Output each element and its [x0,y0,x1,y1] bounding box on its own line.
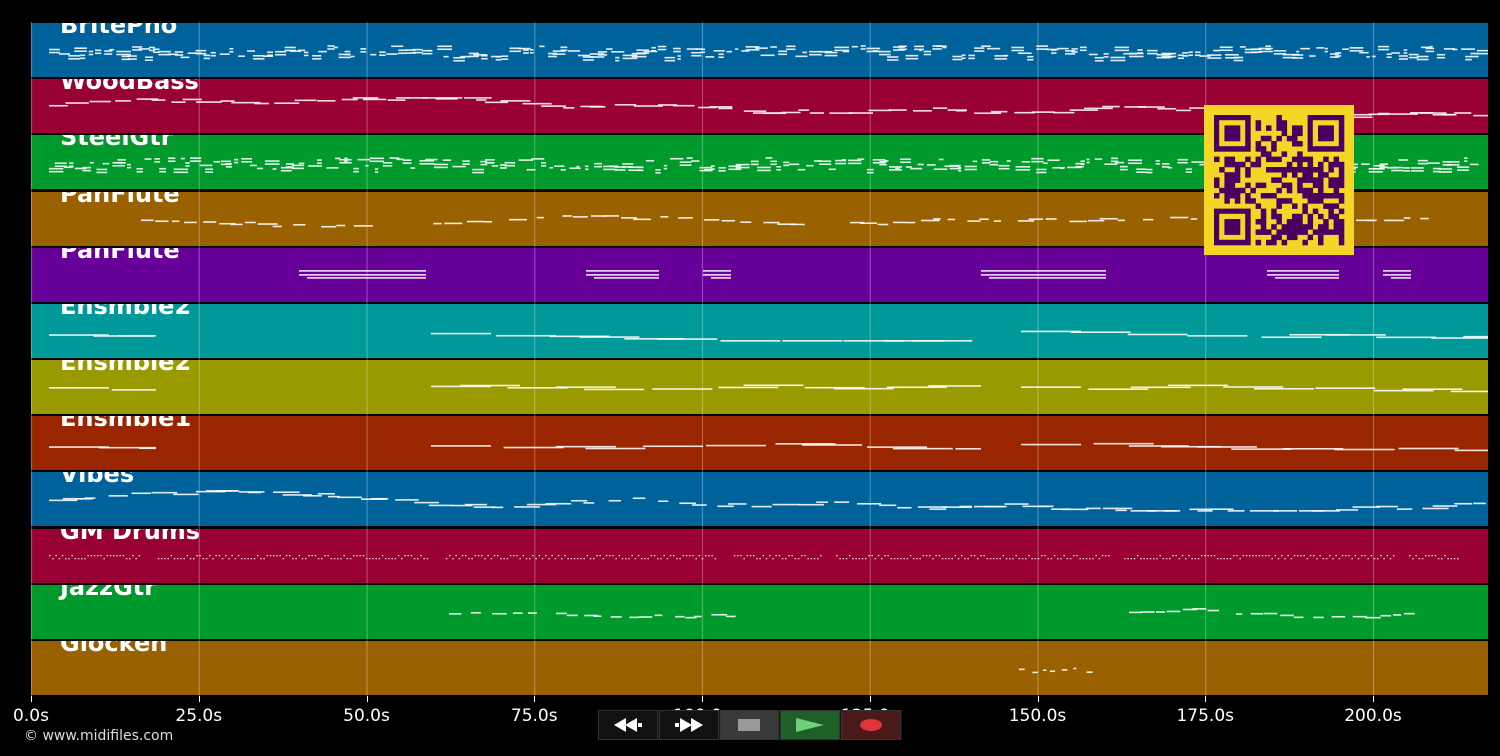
tick-label: 25.0s [175,706,223,726]
tick-label: 50.0s [343,706,390,726]
track-row[interactable]: GM Drums [31,527,1488,584]
play-icon [796,718,825,732]
track-name: Vibes [60,471,135,489]
track-name: Ensmble2 [60,302,192,320]
transport-controls [598,710,902,740]
tick-label: 75.0s [510,706,558,726]
copyright-notice: © www.midifiles.com [24,728,174,744]
tick-mark [1037,696,1039,702]
track-row[interactable]: Vibes [31,471,1488,528]
tick-mark [31,696,32,702]
track-name: Glocken [60,639,168,657]
track-row[interactable]: Ensmble2 [31,302,1488,359]
track-notes [49,97,1488,119]
track-row[interactable]: JazzGtr [31,583,1488,640]
track-row[interactable]: PanFlute [31,246,1488,303]
track-name: Ensmble1 [60,415,192,433]
tick-mark [534,696,536,702]
play-button[interactable] [780,710,841,740]
track-row[interactable]: Ensmble1 [31,415,1488,472]
track-row[interactable]: Ensmble2 [31,359,1488,416]
record-button[interactable] [841,710,901,740]
track-name: BritePno [60,22,178,39]
tick-mark [869,696,871,702]
track-notes [49,554,1459,559]
qr-code [1204,105,1354,255]
track-name: GM Drums [60,527,201,545]
track-notes [49,384,1488,393]
tick-mark [702,696,703,702]
fast-forward-icon [674,718,703,732]
track-name: WoodBass [60,78,199,96]
track-notes [1019,667,1093,674]
track-row[interactable]: Glocken [31,639,1488,696]
tick-label: 150.0s [1008,706,1067,726]
track-notes [49,490,1486,513]
track-notes [49,45,1488,62]
track-notes [299,269,1411,279]
track-notes [449,607,1415,619]
tick-mark [1205,696,1207,702]
tick-label: 175.0s [1176,706,1235,726]
tick-mark [198,696,200,702]
track-name: PanFlute [60,246,180,264]
tick-mark [366,696,368,702]
tick-label: 200.0s [1344,706,1402,726]
stop-button[interactable] [719,710,780,740]
track-name: Ensmble2 [60,359,192,376]
track-name: JazzGtr [60,583,157,601]
track-row[interactable]: BritePno [31,22,1488,79]
track-name: PanFlute [60,190,180,208]
rewind-button[interactable] [598,710,658,740]
track-notes [49,443,1488,452]
rewind-icon [613,718,642,732]
tick-label: 0.0s [13,706,49,726]
stop-icon [738,719,761,731]
record-icon [860,719,883,731]
fast-forward-button[interactable] [658,710,719,740]
track-notes [49,330,1488,342]
tick-mark [1373,696,1374,702]
track-name: SteelGtr [60,134,173,152]
